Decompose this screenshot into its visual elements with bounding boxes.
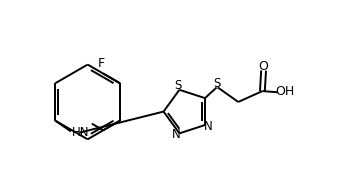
Text: HN: HN	[72, 126, 90, 139]
Text: N: N	[204, 120, 213, 133]
Text: S: S	[213, 77, 220, 90]
Text: O: O	[259, 60, 269, 73]
Text: N: N	[171, 128, 180, 141]
Text: OH: OH	[276, 85, 295, 98]
Text: S: S	[174, 79, 182, 92]
Text: F: F	[97, 57, 105, 70]
